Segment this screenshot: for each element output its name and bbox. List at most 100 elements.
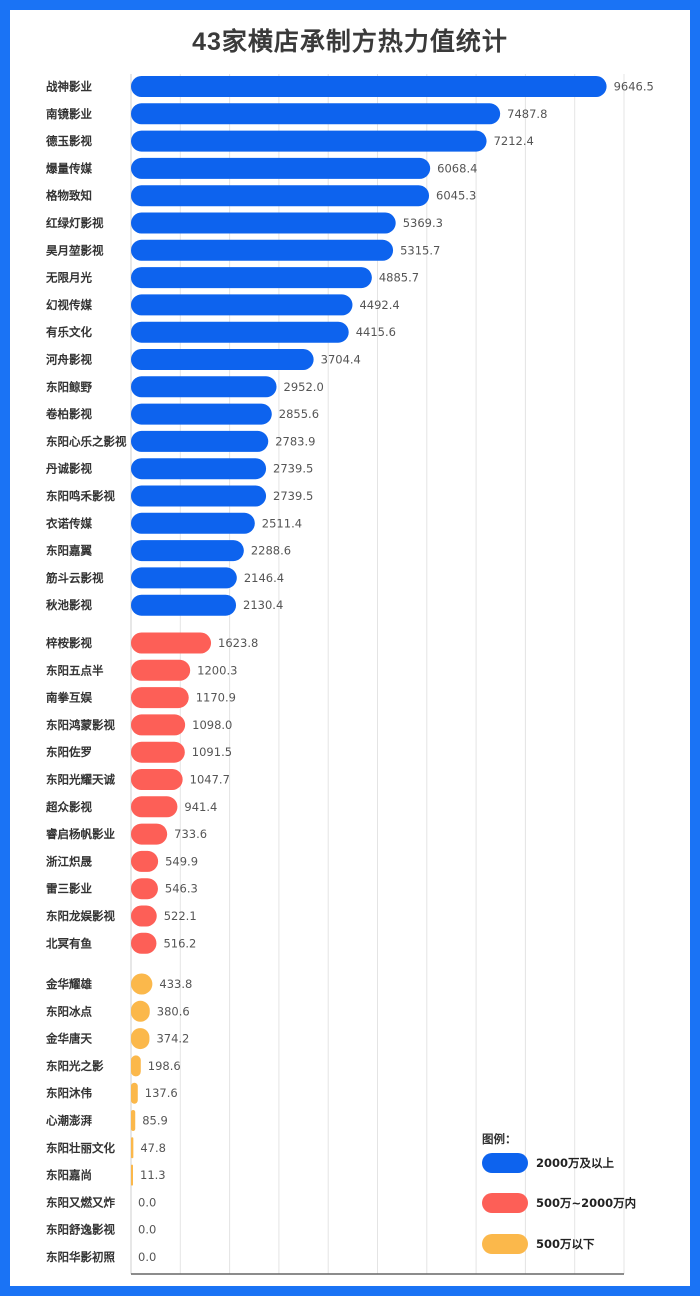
bar bbox=[131, 185, 430, 207]
category-label: 战神影业 bbox=[46, 80, 92, 94]
value-label: 2146.4 bbox=[244, 571, 284, 585]
value-label: 1091.5 bbox=[192, 745, 232, 759]
category-label: 东阳又燃又炸 bbox=[46, 1195, 115, 1209]
value-label: 198.6 bbox=[148, 1059, 181, 1073]
bar bbox=[131, 294, 353, 316]
category-label: 无限月光 bbox=[45, 271, 92, 285]
value-label: 5369.3 bbox=[403, 216, 443, 230]
legend-label: 500万~2000万内 bbox=[536, 1196, 636, 1210]
category-label: 金华唐天 bbox=[45, 1032, 92, 1046]
bar bbox=[131, 1137, 134, 1159]
category-label: 南镜影业 bbox=[46, 107, 92, 121]
bar bbox=[131, 741, 185, 763]
value-label: 1047.7 bbox=[190, 773, 230, 787]
value-label: 4415.6 bbox=[356, 325, 396, 339]
bar bbox=[131, 567, 237, 589]
bar bbox=[131, 1028, 150, 1050]
bar bbox=[131, 267, 372, 289]
bar bbox=[131, 850, 159, 872]
value-label: 1098.0 bbox=[192, 718, 232, 732]
value-label: 7212.4 bbox=[494, 134, 534, 148]
value-label: 546.3 bbox=[165, 882, 198, 896]
bar bbox=[131, 403, 272, 425]
bar bbox=[131, 823, 168, 845]
legend-swatch bbox=[482, 1153, 528, 1173]
bar bbox=[131, 1055, 141, 1077]
value-label: 11.3 bbox=[140, 1168, 166, 1182]
legend-swatch bbox=[482, 1193, 528, 1213]
value-label: 2130.4 bbox=[243, 598, 283, 612]
value-label: 941.4 bbox=[184, 800, 217, 814]
bar bbox=[131, 769, 183, 790]
bar bbox=[131, 157, 431, 179]
category-label: 心潮澎湃 bbox=[46, 1114, 92, 1128]
category-label: 雷三影业 bbox=[46, 882, 92, 896]
value-label: 380.6 bbox=[157, 1004, 190, 1018]
value-label: 2511.4 bbox=[262, 516, 302, 530]
bar bbox=[131, 512, 255, 534]
bar bbox=[131, 878, 158, 900]
category-label: 衣诺传媒 bbox=[46, 516, 92, 530]
value-label: 6045.3 bbox=[436, 189, 476, 203]
value-label: 6068.4 bbox=[437, 161, 477, 175]
bar bbox=[131, 376, 277, 398]
bar bbox=[131, 1110, 136, 1131]
category-label: 东阳壮丽文化 bbox=[46, 1141, 115, 1155]
legend-title: 图例： bbox=[482, 1132, 517, 1146]
category-label: 爆量传媒 bbox=[46, 161, 92, 175]
bar bbox=[131, 687, 189, 709]
value-label: 0.0 bbox=[138, 1250, 156, 1264]
bar bbox=[131, 349, 314, 370]
value-label: 2855.6 bbox=[279, 407, 319, 421]
value-label: 374.2 bbox=[156, 1032, 189, 1046]
bar bbox=[131, 905, 157, 927]
category-label: 卷柏影视 bbox=[45, 407, 92, 421]
category-label: 东阳鲸野 bbox=[46, 380, 92, 394]
value-label: 549.9 bbox=[165, 854, 198, 868]
value-label: 516.2 bbox=[163, 936, 196, 950]
bar bbox=[131, 632, 212, 654]
legend-label: 500万以下 bbox=[536, 1237, 595, 1251]
value-label: 4885.7 bbox=[379, 271, 419, 285]
value-label: 4492.4 bbox=[359, 298, 399, 312]
bar bbox=[131, 212, 396, 234]
bar bbox=[131, 485, 267, 507]
category-label: 北冥有鱼 bbox=[46, 936, 92, 950]
bar bbox=[131, 430, 269, 452]
bar bbox=[131, 659, 191, 681]
category-label: 东阳龙娱影视 bbox=[46, 909, 115, 923]
category-label: 金华耀雄 bbox=[45, 977, 92, 991]
category-label: 东阳光耀天诚 bbox=[46, 773, 115, 787]
category-label: 睿启杨帆影业 bbox=[46, 827, 115, 841]
category-label: 东阳心乐之影视 bbox=[46, 434, 127, 448]
value-label: 7487.8 bbox=[507, 107, 547, 121]
bar bbox=[131, 130, 487, 152]
chart-title: 43家横店承制方热力值统计 bbox=[192, 28, 508, 56]
value-label: 85.9 bbox=[142, 1114, 168, 1128]
category-label: 格物致知 bbox=[46, 189, 92, 203]
category-label: 东阳五点半 bbox=[46, 663, 104, 677]
value-label: 733.6 bbox=[174, 827, 207, 841]
category-label: 红绿灯影视 bbox=[46, 216, 104, 230]
category-label: 秋池影视 bbox=[46, 598, 92, 612]
category-label: 东阳冰点 bbox=[46, 1004, 92, 1018]
value-label: 137.6 bbox=[145, 1086, 178, 1100]
value-label: 1623.8 bbox=[218, 636, 258, 650]
category-label: 东阳沐伟 bbox=[46, 1086, 92, 1100]
bar bbox=[131, 932, 157, 954]
category-label: 浙江炽晟 bbox=[46, 854, 92, 868]
bar bbox=[131, 1000, 150, 1022]
category-label: 东阳华影初照 bbox=[46, 1250, 115, 1264]
value-label: 2288.6 bbox=[251, 544, 291, 558]
category-label: 南拳互娱 bbox=[46, 691, 92, 705]
value-label: 0.0 bbox=[138, 1223, 156, 1237]
value-label: 522.1 bbox=[164, 909, 197, 923]
category-label: 东阳鸣禾影视 bbox=[46, 489, 115, 503]
category-label: 东阳舒逸影视 bbox=[46, 1223, 115, 1237]
category-label: 东阳嘉尚 bbox=[46, 1168, 92, 1182]
category-label: 河舟影视 bbox=[46, 353, 92, 367]
bar bbox=[131, 239, 394, 261]
category-label: 东阳光之影 bbox=[46, 1059, 104, 1073]
value-label: 2952.0 bbox=[284, 380, 324, 394]
category-label: 东阳鸿蒙影视 bbox=[46, 718, 115, 732]
